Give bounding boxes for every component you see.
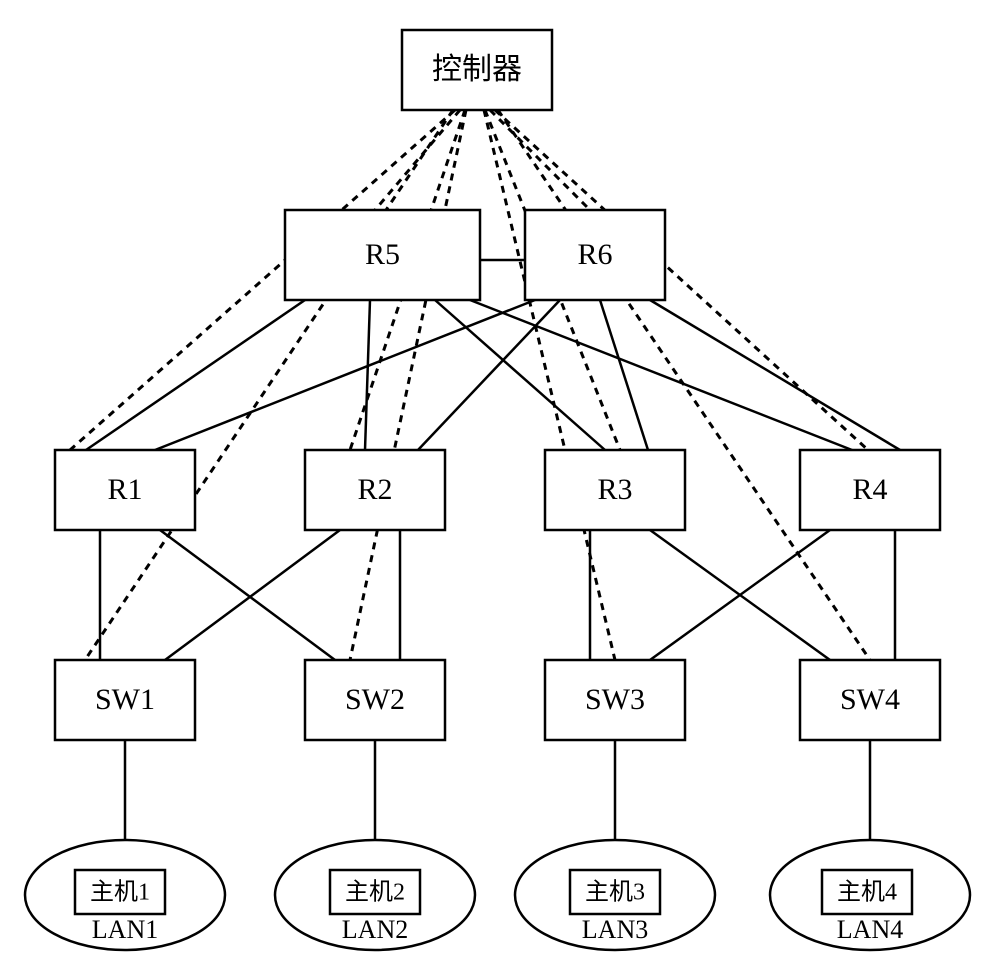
solid-edge-r1-sw2 — [160, 530, 335, 660]
solid-edges-layer — [86, 260, 900, 840]
solid-edge-r6-r4 — [650, 300, 900, 450]
solid-edge-r5-r3 — [435, 300, 605, 450]
solid-edge-r5-r4 — [470, 300, 852, 450]
node-label-host3: 主机3 — [585, 879, 645, 906]
node-label-r3: R3 — [597, 473, 632, 506]
node-label-host2: 主机2 — [345, 879, 405, 906]
dashed-edge-controller-sw3 — [484, 110, 615, 660]
dashed-edges-layer — [70, 110, 870, 660]
lan-label-lan1: LAN1 — [92, 915, 158, 944]
lan-label-lan4: LAN4 — [837, 915, 903, 944]
node-label-sw2: SW2 — [345, 683, 405, 716]
solid-edge-r2-sw1 — [165, 530, 340, 660]
lan-label-lan2: LAN2 — [342, 915, 408, 944]
node-label-controller: 控制器 — [432, 53, 522, 86]
node-label-sw1: SW1 — [95, 683, 155, 716]
node-label-host1: 主机1 — [90, 879, 150, 906]
network-diagram: LAN1 LAN2 LAN3 LAN4 控制器 R5 R6 R1 R2 R3 R4 SW1 SW2 SW3… — [0, 0, 1000, 979]
solid-edge-r6-r2 — [418, 300, 560, 450]
node-label-sw3: SW3 — [585, 683, 645, 716]
node-label-r1: R1 — [107, 473, 142, 506]
node-label-r5: R5 — [365, 238, 400, 271]
solid-edge-r6-r3 — [600, 300, 648, 450]
dashed-edge-controller-sw1 — [85, 110, 453, 660]
node-label-r2: R2 — [357, 473, 392, 506]
node-label-r6: R6 — [577, 238, 612, 271]
solid-edge-r6-r1 — [155, 300, 535, 450]
lan-label-lan3: LAN3 — [582, 915, 648, 944]
node-label-r4: R4 — [852, 473, 887, 506]
node-label-host4: 主机4 — [837, 879, 897, 906]
solid-edge-r5-r1 — [86, 300, 305, 450]
solid-edge-r5-r2 — [365, 300, 370, 450]
node-label-sw4: SW4 — [840, 683, 900, 716]
